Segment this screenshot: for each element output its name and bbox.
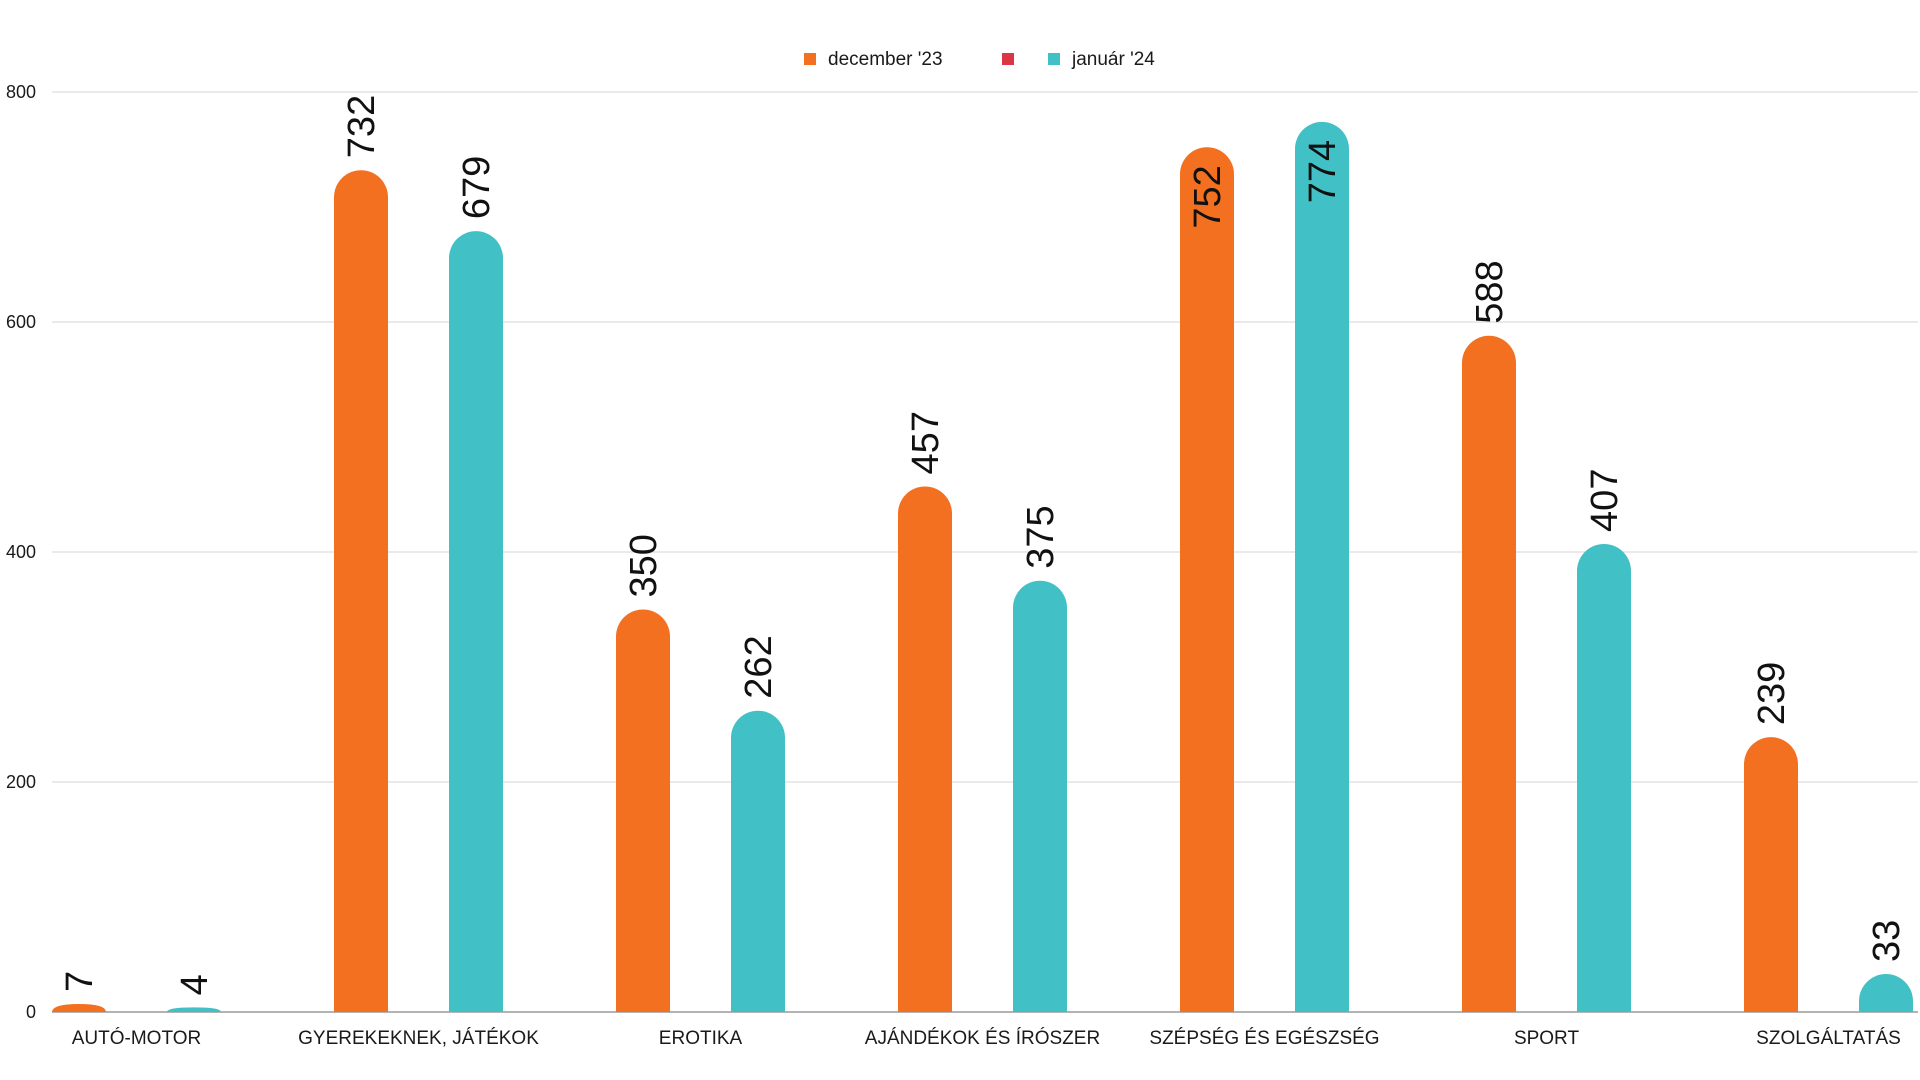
bar-december-23 [1180,147,1234,1012]
bar-januar-24 [1859,974,1913,1012]
bar-december-23 [334,170,388,1012]
y-tick-label: 800 [6,82,36,102]
y-tick-label: 0 [26,1002,36,1022]
x-category-label: AJÁNDÉKOK ÉS ÍRÓSZER [865,1027,1100,1049]
bar-layer [52,121,1913,1013]
bar-januar-24 [1295,121,1349,1012]
bar-value-label: 679 [456,156,498,219]
bar-value-label: 239 [1751,662,1793,725]
bar-value-label: 457 [905,411,947,474]
bar-value-label: 7 [59,971,101,992]
y-tick-label: 400 [6,542,36,562]
bar-december-23 [52,1003,106,1012]
bar-value-label: 407 [1584,469,1626,532]
bar-januar-24 [1577,543,1631,1012]
bar-december-23 [1462,335,1516,1012]
x-category-label: EROTIKA [659,1028,743,1049]
grid-layer [52,91,1918,1013]
x-category-label: GYEREKEKNEK, JÁTÉKOK [298,1028,539,1049]
legend-item[interactable]: január '24 [1048,49,1155,70]
legend-label: december '23 [828,49,943,70]
bar-value-label: 588 [1469,260,1511,323]
x-category-label: SPORT [1514,1028,1580,1049]
bar-value-label: 4 [174,974,216,995]
bar-value-label: 33 [1866,920,1908,962]
legend: december '23 január '24 [804,49,1155,70]
bar-december-23 [1744,737,1798,1012]
bar-value-label: 774 [1302,140,1344,203]
axis-layer: 0 200 400 600 800 AUTÓ-MOTOR GYEREKEKNEK, JÁTÉ… [6,82,1901,1049]
y-tick-label: 200 [6,772,36,792]
bar-januar-24 [167,1007,221,1012]
legend-swatch [804,53,816,65]
legend-swatch [1048,53,1060,65]
bar-value-label: 262 [738,635,780,698]
bar-value-label: 732 [341,95,383,158]
bar-value-label: 350 [623,534,665,597]
x-category-label: SZOLGÁLTATÁS [1756,1028,1901,1049]
bar-januar-24 [449,231,503,1013]
legend-item[interactable]: december '23 [804,49,943,70]
label-layer: 7 732 350 457 752 588 239 4 679 262 375 774 407 33 [59,95,1908,996]
bar-januar-24 [1013,580,1067,1012]
x-category-label: AUTÓ-MOTOR [72,1027,201,1049]
y-tick-label: 600 [6,312,36,332]
bar-value-label: 752 [1187,165,1229,228]
bar-value-label: 375 [1020,505,1062,568]
legend-swatch [1002,53,1014,65]
x-category-label: SZÉPSÉG ÉS EGÉSZSÉG [1149,1028,1379,1049]
bar-januar-24 [731,710,785,1012]
bar-december-23 [616,609,670,1012]
bar-december-23 [898,486,952,1013]
legend-label: január '24 [1071,49,1155,70]
legend-item[interactable] [1002,53,1014,65]
